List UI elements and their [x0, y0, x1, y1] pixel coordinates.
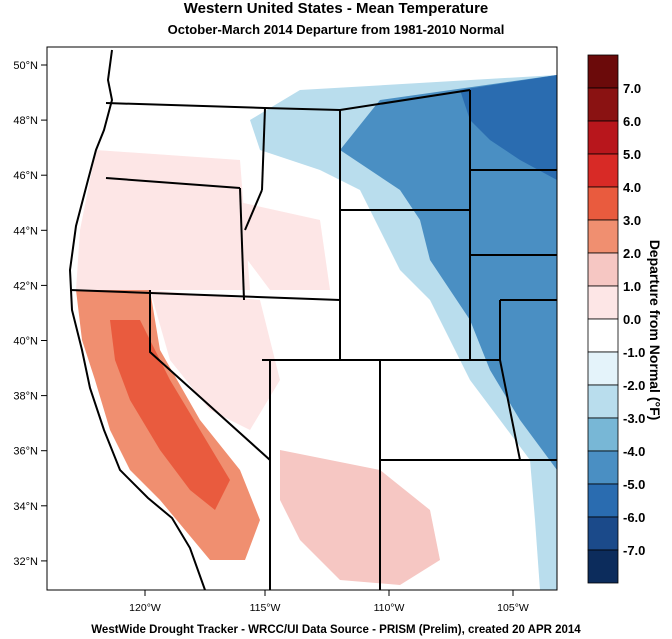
longitude-axis: 120°W 115°W 110°W 105°W [129, 590, 529, 614]
lat-label: 46°N [13, 170, 38, 182]
colorbar-swatch [587, 54, 619, 89]
state-boundaries [69, 89, 557, 590]
colorbar-level-label: 0.0 [623, 312, 641, 327]
map-subtitle: October-March 2014 Departure from 1981-2… [167, 22, 505, 37]
latitude-axis: 50°N 48°N 46°N 44°N 42°N 40°N 38°N 36°N 34°N 32°N [13, 60, 47, 568]
colorbar-level-label: -7.0 [623, 543, 645, 558]
colorbar-title: Departure from Normal (°F) [647, 239, 663, 421]
lat-label: 38°N [13, 391, 38, 403]
map-frame [46, 46, 558, 591]
colorbar-swatch [587, 285, 619, 320]
lat-label: 34°N [13, 501, 38, 513]
colorbar-level-label: -6.0 [623, 510, 645, 525]
colorbar-swatch [587, 384, 619, 419]
lon-label: 115°W [250, 602, 281, 614]
footer-credit: WestWide Drought Tracker - WRCC/UI Data … [91, 624, 581, 636]
colorbar-swatch [587, 450, 619, 485]
map-plot-area [47, 47, 557, 590]
colorbar-level-label: 5.0 [623, 147, 641, 162]
warm-anomaly-nevada [150, 290, 280, 430]
lon-label: 110°W [374, 602, 405, 614]
colorbar-level-label: -4.0 [623, 444, 645, 459]
lat-label: 50°N [13, 60, 38, 72]
colorbar-swatch [587, 549, 619, 584]
colorbar-swatch [587, 219, 619, 254]
colorbar-swatch [587, 186, 619, 221]
colorbar-level-label: 1.0 [623, 279, 641, 294]
colorbar-swatch [587, 120, 619, 155]
lat-label: 48°N [13, 115, 38, 127]
map-title: Western United States - Mean Temperature [183, 0, 489, 17]
colorbar-level-label: -5.0 [623, 477, 645, 492]
warm-anomaly-southwest [280, 450, 440, 585]
lat-label: 42°N [13, 280, 38, 292]
lon-label: 105°W [497, 602, 529, 614]
colorbar-level-label: -2.0 [623, 378, 645, 393]
warm-anomaly-oregon [76, 150, 250, 290]
lat-label: 36°N [13, 446, 38, 458]
warm-anomaly-core [110, 320, 230, 510]
colorbar-swatch [587, 516, 619, 551]
colorbar-level-label: -3.0 [623, 411, 645, 426]
colorbar-swatch [587, 252, 619, 287]
lat-label: 40°N [13, 336, 38, 348]
cold-anomaly-deep [460, 75, 557, 180]
colorbar-level-label: 7.0 [623, 81, 641, 96]
colorbar-level-label: 3.0 [623, 213, 641, 228]
coastline [68, 49, 206, 590]
colorbar-level-label: -1.0 [623, 345, 645, 360]
colorbar-swatch [587, 417, 619, 452]
colorbar: 7.0 6.0 5.0 4.0 3.0 2.0 1.0 0.0 -1.0 -2.0 -3.0 -4.0… [587, 54, 645, 584]
lat-label: 44°N [13, 225, 38, 237]
colorbar-level-label: 2.0 [623, 246, 641, 261]
colorbar-level-label: 4.0 [623, 180, 641, 195]
colorbar-swatch [587, 318, 619, 353]
lat-label: 32°N [13, 556, 38, 568]
colorbar-swatch [587, 483, 619, 518]
colorbar-swatch [587, 351, 619, 386]
colorbar-swatch [587, 153, 619, 188]
warm-anomaly-idaho [230, 200, 330, 290]
colorbar-level-label: 6.0 [623, 114, 641, 129]
colorbar-swatch [587, 87, 619, 122]
lon-label: 120°W [129, 602, 161, 614]
